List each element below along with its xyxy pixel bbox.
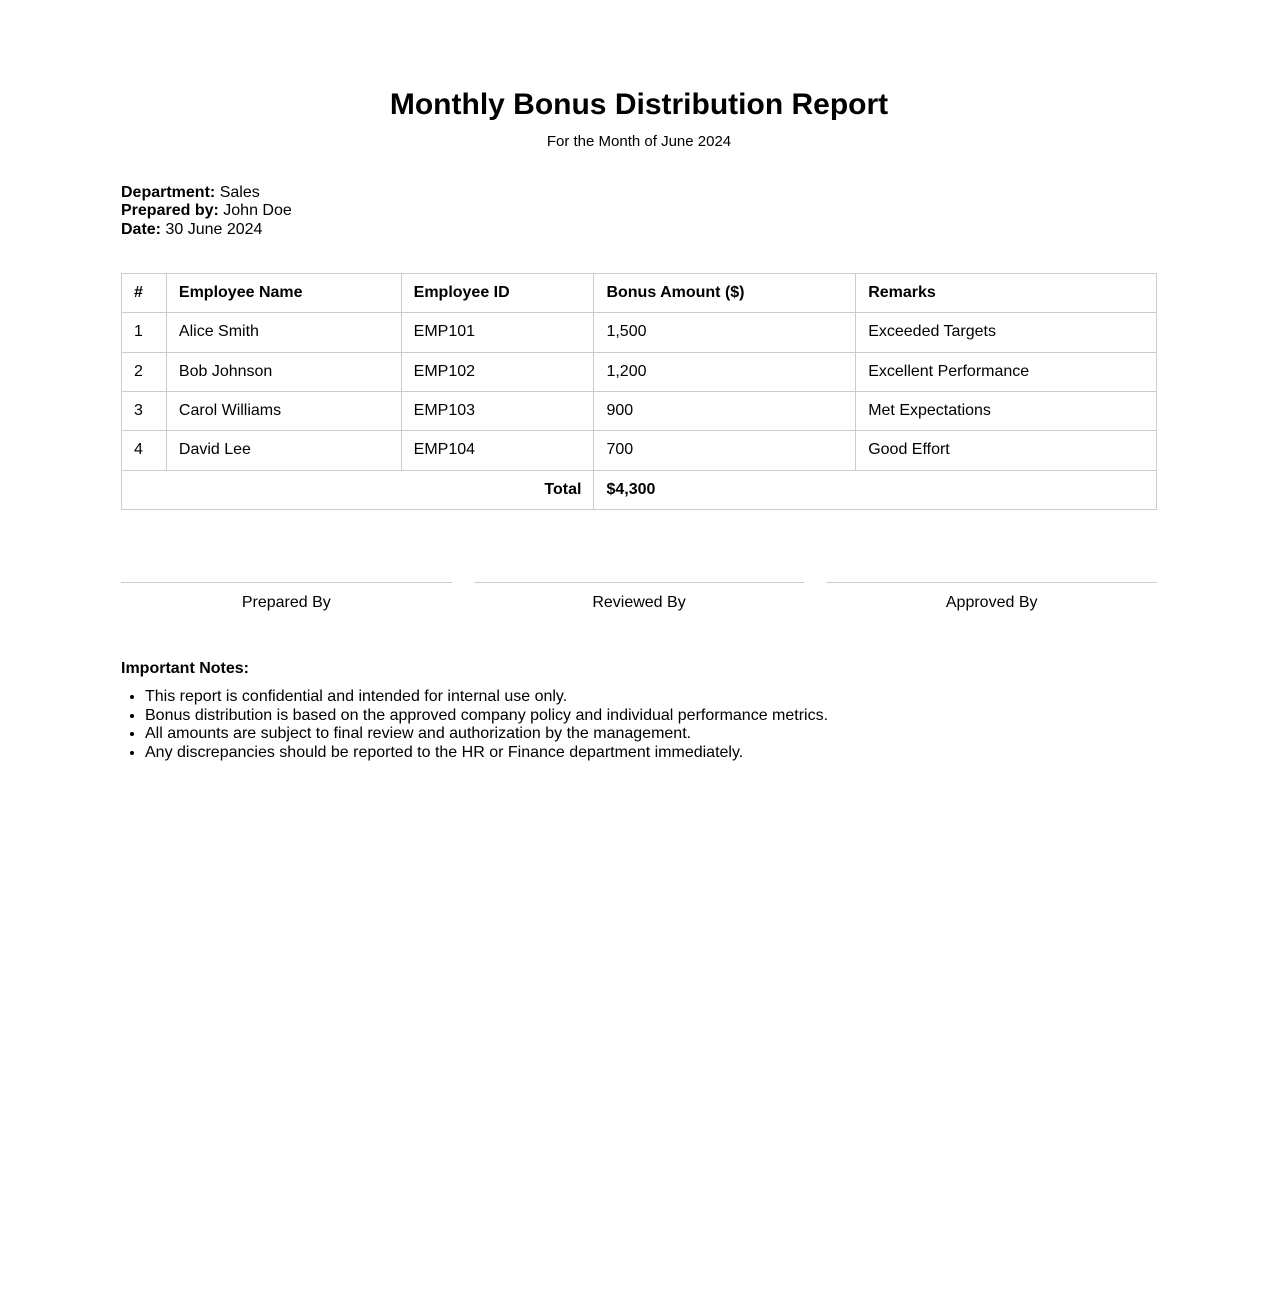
column-header-employee-name: Employee Name [165,272,402,314]
total-value: $4,300 [593,469,1157,511]
table-row: 4 David Lee EMP104 700 Good Effort [121,430,1157,471]
prepared-by-value: John Doe [223,202,292,220]
table-header-row: # Employee Name Employee ID Bonus Amount… [121,272,1157,314]
department-label: Department: [121,183,216,201]
signature-approved-by: Approved By [826,582,1158,612]
department-value: Sales [219,183,260,201]
cell-index: 1 [121,312,167,353]
cell-remarks: Exceeded Targets [855,312,1157,353]
cell-employee-name: Bob Johnson [165,351,402,393]
column-header-index: # [121,272,167,314]
cell-index: 2 [121,351,167,393]
cell-employee-id: EMP103 [400,391,595,432]
table-row: 2 Bob Johnson EMP102 1,200 Excellent Per… [121,351,1157,393]
cell-employee-id: EMP102 [400,351,595,393]
important-notes: Important Notes: This report is confiden… [121,660,1157,762]
cell-employee-name: Carol Williams [165,391,402,432]
column-header-bonus-amount: Bonus Amount ($) [593,272,857,314]
cell-remarks: Good Effort [855,430,1157,471]
cell-bonus-amount: 1,500 [593,312,857,353]
cell-index: 4 [121,430,167,471]
column-header-remarks: Remarks [855,272,1157,314]
signature-section: Prepared By Reviewed By Approved By [121,582,1158,612]
page-title: Monthly Bonus Distribution Report [389,88,889,121]
cell-employee-name: Alice Smith [165,312,402,353]
column-header-employee-id: Employee ID [400,272,595,314]
cell-employee-id: EMP104 [400,430,595,471]
cell-bonus-amount: 700 [593,430,857,471]
cell-employee-name: David Lee [165,430,402,471]
report-meta: Department: Sales Prepared by: John Doe … [121,184,1157,239]
date-label: Date: [121,220,162,238]
cell-remarks: Met Expectations [855,391,1157,432]
prepared-by-label: Prepared by: [121,202,219,220]
notes-list: This report is confidential and intended… [121,688,1157,763]
cell-bonus-amount: 900 [593,391,857,432]
meta-department: Department: Sales [121,184,1157,202]
signature-reviewed-by: Reviewed By [473,582,805,612]
total-row: Total $4,300 [120,469,1157,511]
cell-remarks: Excellent Performance [855,351,1157,393]
total-label: Total [120,469,595,511]
meta-prepared-by: Prepared by: John Doe [121,202,1157,220]
page-subtitle: For the Month of June 2024 [546,132,732,150]
cell-bonus-amount: 1,200 [593,351,857,393]
cell-employee-id: EMP101 [400,312,595,353]
note-item: This report is confidential and intended… [145,688,1157,706]
signature-prepared-by: Prepared By [121,582,452,612]
date-value: 30 June 2024 [165,220,263,238]
notes-heading: Important Notes: [121,660,249,678]
table-row: 3 Carol Williams EMP103 900 Met Expectat… [121,391,1157,432]
bonus-table: # Employee Name Employee ID Bonus Amount… [120,272,1157,511]
meta-date: Date: 30 June 2024 [121,221,1157,239]
cell-index: 3 [121,391,167,432]
note-item: Any discrepancies should be reported to … [145,744,1157,762]
table-row: 1 Alice Smith EMP101 1,500 Exceeded Targ… [121,312,1157,353]
report-page: Monthly Bonus Distribution Report For th… [0,0,1278,883]
note-item: All amounts are subject to final review … [145,725,1157,743]
note-item: Bonus distribution is based on the appro… [145,707,1157,725]
